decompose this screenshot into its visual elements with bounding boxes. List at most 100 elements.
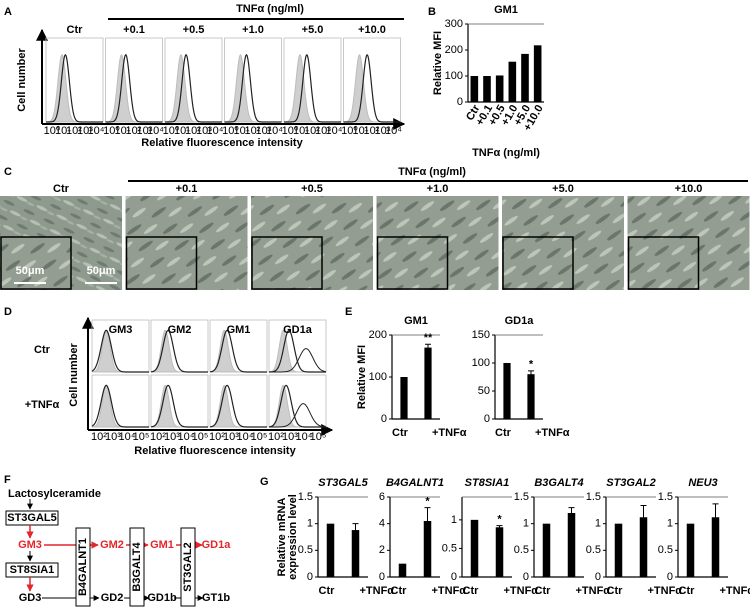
- x-tick-label: 10⁰: [163, 125, 180, 137]
- y-tick-label: 2: [379, 544, 385, 556]
- x-tick-label: 10¹: [174, 125, 190, 137]
- column-label: GM1: [227, 324, 251, 336]
- micrograph-inset: [251, 236, 323, 290]
- bar: [351, 530, 360, 577]
- x-tick-label: 10²: [268, 431, 284, 443]
- chart-title: ST8SIA1: [465, 477, 510, 489]
- bar: [470, 76, 479, 102]
- x-tick-label: 10⁰: [103, 125, 120, 137]
- error-bar: [568, 507, 575, 519]
- error-bar: [712, 503, 719, 531]
- enzyme-box: [129, 527, 145, 607]
- y-tick-label: 0.5: [586, 544, 601, 556]
- x-tick-label: 10²: [91, 431, 107, 443]
- ganglioside: GD3: [19, 592, 42, 604]
- x-tick-label: 10⁴: [178, 431, 195, 443]
- x-tick-label: 10²: [66, 125, 82, 137]
- control-histogram: [46, 54, 103, 123]
- x-tick-label: Ctr: [392, 427, 409, 439]
- sample-histogram: [91, 329, 149, 373]
- sample-histogram: [151, 384, 208, 428]
- condition-label: +0.1: [123, 24, 145, 36]
- row-label: +TNFα: [25, 399, 60, 411]
- bar: [567, 513, 576, 577]
- x-tick-label: +TNFα: [432, 427, 467, 439]
- error-bar: [352, 523, 359, 537]
- ganglioside: GM2: [100, 539, 124, 551]
- y-tick-label: 0: [457, 96, 463, 108]
- x-tick-label: Ctr: [319, 585, 336, 597]
- bar: [533, 45, 542, 102]
- x-tick-label: 10³: [282, 431, 298, 443]
- bar: [495, 75, 504, 102]
- x-tick-label: 10⁵: [251, 431, 268, 443]
- chart-title: ST3GAL5: [318, 477, 368, 489]
- bar: [686, 523, 695, 577]
- y-tick-label: 0.5: [442, 542, 457, 554]
- control-histogram: [150, 385, 209, 428]
- x-tick-label: 10⁵: [192, 431, 209, 443]
- y-tick-label: 0.5: [514, 544, 529, 556]
- panel-letter: B: [428, 6, 436, 18]
- x-tick-label: 10²: [209, 431, 225, 443]
- y-tick-label: 0: [595, 571, 601, 583]
- y-tick-label: 0.5: [298, 544, 313, 556]
- chart-title: GM1: [404, 315, 428, 327]
- bar: [495, 527, 504, 577]
- y-tick-label: 4: [379, 518, 385, 530]
- enzyme-box: [5, 510, 59, 526]
- y-axis-label: Relative MFI: [356, 345, 368, 409]
- enzyme-box: [5, 562, 59, 578]
- sample-histogram: [105, 54, 163, 123]
- y-tick-label: 1: [451, 514, 457, 526]
- y-tick-label: 0: [451, 571, 457, 583]
- x-tick-label: Ctr: [495, 427, 512, 439]
- x-tick-label: 10³: [196, 125, 212, 137]
- panel-letter: C: [4, 166, 12, 178]
- significance-mark: *: [497, 513, 502, 525]
- column-label: GM2: [168, 324, 192, 336]
- x-tick-label: +TNFα: [576, 585, 611, 597]
- column-label: GM3: [109, 324, 133, 336]
- sample-histogram: [46, 53, 103, 123]
- y-tick-label: 200: [445, 44, 463, 56]
- x-tick-label: 10⁵: [133, 431, 150, 443]
- y-tick-label: 1: [523, 518, 529, 530]
- column-label: GD1a: [283, 324, 313, 336]
- treatment-title: TNFα (ng/ml): [236, 3, 304, 15]
- y-tick-label: 1.5: [586, 491, 601, 503]
- y-tick-label: 0: [523, 571, 529, 583]
- x-tick-label: Ctr: [463, 585, 480, 597]
- x-tick-label: 10⁴: [119, 431, 136, 443]
- pathway-start: Lactosylceramide: [8, 488, 101, 500]
- enzyme: B3GALT4: [131, 541, 143, 591]
- ganglioside: GD1a: [202, 539, 232, 551]
- condition-label: +0.5: [183, 24, 205, 36]
- x-tick-label: 10⁴: [326, 125, 343, 137]
- sample-histogram: [343, 54, 401, 123]
- control-label: Ctr: [53, 183, 70, 195]
- y-tick-label: 1: [307, 518, 313, 530]
- sample-histogram: [91, 384, 149, 428]
- enzyme-box: [75, 527, 91, 607]
- enzyme: ST3GAL2: [182, 542, 194, 592]
- bar: [470, 519, 479, 577]
- micrograph-inset: [125, 236, 198, 290]
- x-tick-label: 10¹: [115, 125, 131, 137]
- significance-mark: *: [425, 496, 430, 508]
- ganglioside: GD2: [101, 592, 124, 604]
- x-tick-label: 10⁴: [266, 125, 283, 137]
- sample-histogram-tail: [269, 403, 326, 428]
- y-tick-label: 50: [478, 385, 490, 397]
- x-tick-label: 10⁴: [237, 431, 254, 443]
- error-bar: [425, 343, 431, 351]
- bar: [711, 517, 720, 577]
- error-bar: [640, 505, 647, 529]
- chart-title: NEU3: [688, 477, 717, 489]
- scale-bar-label: 50μm: [16, 265, 45, 277]
- x-tick-label: 10³: [256, 125, 272, 137]
- control-histogram: [224, 54, 282, 123]
- x-tick-label: 10⁴: [385, 125, 402, 137]
- sample-histogram-tail: [269, 348, 327, 373]
